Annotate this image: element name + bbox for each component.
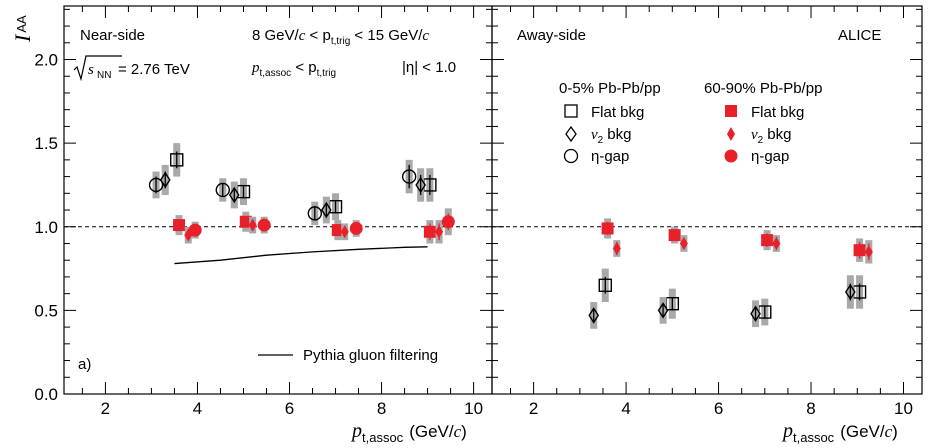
energy-annotation: s NN = 2.76 TeV: [73, 55, 190, 82]
y-tick-label: 1.5: [34, 134, 58, 153]
data-point: [257, 218, 271, 232]
series-open-square: [598, 268, 867, 326]
data-point: [148, 177, 164, 193]
near-side-panel: 2 4 6 8 10 0.0 0.5 1.0 1.5 2.0: [34, 5, 493, 418]
series-filled-square: [601, 218, 866, 262]
y-tick-label: 0.0: [34, 385, 58, 404]
series-filled-diamond: [612, 235, 873, 264]
series-filled-circle: [188, 208, 455, 239]
data-point: [159, 171, 171, 189]
legend-header-central: 0-5% Pb-Pb/pp: [559, 80, 661, 97]
data-point: [239, 215, 252, 228]
legend-item-eta-right: η-gap: [751, 148, 789, 165]
data-point: [588, 307, 600, 324]
data-point: [170, 153, 184, 167]
series-open-circle: [148, 159, 417, 226]
data-point: [331, 224, 344, 237]
data-point: [772, 236, 781, 250]
data-point: [750, 305, 761, 323]
legend-item-v2-left: v2 bkg: [591, 126, 631, 146]
data-point: [349, 221, 363, 235]
data-point: [601, 222, 614, 235]
data-point: [598, 278, 612, 292]
legend-marker-filled-square: [725, 105, 737, 117]
series-filled-square: [173, 211, 436, 244]
legend-marker-open-diamond: [565, 125, 577, 143]
panel-label-a: a): [78, 356, 91, 373]
panel-title-near: Near-side: [80, 27, 145, 44]
y-axis-label-main: I: [10, 33, 35, 43]
x-tick-label: 10: [894, 399, 913, 418]
data-point: [401, 169, 417, 184]
data-point: [612, 242, 621, 255]
series-open-square: [170, 143, 437, 221]
x-tick-label: 6: [285, 399, 294, 418]
x-tick-label: 8: [806, 399, 815, 418]
legend-item-eta-left: η-gap: [591, 148, 629, 165]
eta-cut: |η| < 1.0: [402, 59, 456, 76]
pythia-legend-label: Pythia gluon filtering: [303, 347, 438, 364]
series-open-diamond: [159, 164, 426, 224]
data-point: [864, 245, 873, 259]
panel-title-away: Away-side: [517, 27, 586, 44]
legend-item-v2-right: v2 bkg: [751, 126, 791, 146]
data-point: [423, 225, 436, 238]
data-point: [215, 182, 230, 198]
y-axis-label: IAA: [10, 15, 35, 43]
legend-marker-open-square: [564, 104, 578, 118]
data-point: [415, 176, 426, 194]
assoc-condition: pt,assoc < pt,trig: [251, 59, 336, 79]
legend-marker-filled-circle: [724, 149, 738, 163]
y-tick-label: 0.5: [34, 301, 58, 320]
away-side-panel: 2 4 6 8 10: [491, 5, 923, 418]
data-point: [853, 244, 866, 257]
series-filled-diamond: [184, 216, 444, 244]
x-tick-label: 10: [464, 399, 483, 418]
data-point: [248, 218, 257, 232]
data-point: [668, 229, 681, 242]
legend: 0-5% Pb-Pb/pp 60-90% Pb-Pb/pp Flat bkg F…: [559, 80, 822, 165]
data-point: [441, 215, 455, 229]
data-point: [435, 225, 444, 239]
x-tick-label: 4: [193, 399, 202, 418]
x-tick-label: 6: [714, 399, 723, 418]
x-tick-label: 8: [377, 399, 386, 418]
x-axis-title-left: pt,assoc (GeV/c): [350, 420, 467, 445]
data-point: [340, 225, 349, 239]
x-axis-title-right: pt,assoc (GeV/c): [781, 420, 898, 445]
energy-value: = 2.76 TeV: [118, 61, 190, 78]
data-point: [320, 201, 332, 219]
legend-item-flat-right: Flat bkg: [751, 104, 804, 121]
x-tick-label: 2: [529, 399, 538, 418]
experiment-label: ALICE: [838, 27, 881, 44]
data-point: [173, 219, 186, 232]
y-tick-label: 2.0: [34, 51, 58, 70]
plot-frame: [491, 5, 923, 395]
data-point: [188, 223, 202, 237]
y-tick-label: 1.0: [34, 218, 58, 237]
y-axis-label-sub: AA: [14, 15, 29, 33]
data-point: [307, 206, 323, 221]
trigger-range: 8 GeV/c < pt,trig < 15 GeV/c: [252, 27, 429, 47]
legend-marker-filled-diamond: [727, 127, 735, 141]
pythia-curve: [174, 246, 428, 265]
data-point: [228, 186, 240, 204]
data-point: [657, 302, 669, 319]
legend-header-peripheral: 60-90% Pb-Pb/pp: [704, 80, 822, 97]
legend-item-flat-left: Flat bkg: [591, 104, 644, 121]
energy-nn: NN: [97, 70, 111, 81]
data-point: [845, 283, 856, 301]
data-point: [679, 236, 688, 250]
data-point: [761, 234, 774, 247]
legend-marker-open-circle: [563, 148, 579, 164]
x-tick-label: 2: [101, 399, 110, 418]
series-open-diamond: [588, 275, 856, 329]
x-tick-label: 4: [621, 399, 630, 418]
energy-s: s: [88, 62, 94, 78]
